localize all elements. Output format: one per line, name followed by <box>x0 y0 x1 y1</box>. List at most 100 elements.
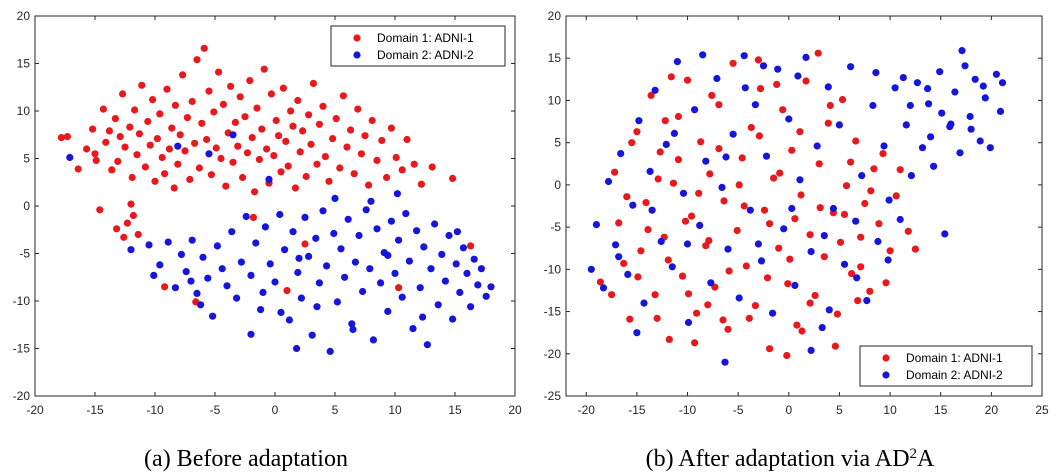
data-point <box>733 226 741 235</box>
data-point <box>477 265 485 273</box>
data-point <box>217 154 225 163</box>
series-2-points <box>587 47 1007 366</box>
data-point <box>333 298 341 306</box>
data-point <box>721 358 729 366</box>
data-point <box>326 347 334 355</box>
data-point <box>870 165 878 173</box>
data-point <box>383 173 391 182</box>
y-tick-label: 5 <box>23 152 30 166</box>
data-point <box>114 157 122 165</box>
data-point <box>947 120 955 128</box>
data-point <box>720 197 728 205</box>
data-point <box>354 105 362 113</box>
x-tick-label: 15 <box>934 403 948 417</box>
data-point <box>763 274 772 282</box>
data-point <box>725 267 733 275</box>
data-point <box>369 336 377 344</box>
data-point <box>373 225 381 233</box>
data-point <box>798 327 806 335</box>
data-point <box>875 220 883 228</box>
data-point <box>587 265 595 273</box>
data-point <box>704 301 712 309</box>
data-point <box>824 83 832 91</box>
data-point <box>247 271 255 279</box>
data-point <box>331 194 339 202</box>
data-point <box>193 56 201 64</box>
legend-label: Domain 1: ADNI-1 <box>906 351 1003 365</box>
data-point <box>229 158 237 166</box>
data-point <box>604 177 613 186</box>
data-point <box>131 106 139 114</box>
data-point <box>267 90 275 98</box>
data-point <box>836 238 845 246</box>
data-point <box>885 196 893 204</box>
data-point <box>204 274 212 282</box>
legend-box <box>330 25 506 67</box>
data-point <box>785 115 793 123</box>
data-point <box>996 107 1005 115</box>
data-point <box>796 128 804 136</box>
data-point <box>981 94 989 102</box>
data-point <box>858 172 866 180</box>
data-point <box>459 244 467 252</box>
legend-label: Domain 1: ADNI-1 <box>377 31 474 45</box>
data-point <box>628 139 636 147</box>
data-point <box>467 242 475 250</box>
data-point <box>289 228 297 236</box>
data-point <box>656 148 664 156</box>
data-point <box>879 150 887 158</box>
data-point <box>835 121 844 129</box>
data-point <box>679 189 688 197</box>
data-point <box>163 85 171 93</box>
data-point <box>156 110 164 118</box>
x-tick-label: -20 <box>578 403 596 417</box>
data-point <box>976 137 984 145</box>
data-point <box>642 199 650 207</box>
data-point <box>266 260 274 268</box>
data-point <box>756 85 765 93</box>
data-point <box>237 258 245 266</box>
data-point <box>766 345 774 353</box>
data-point <box>287 107 295 115</box>
y-tick-label: 0 <box>554 178 561 192</box>
data-point <box>133 151 141 159</box>
data-point <box>956 149 964 157</box>
data-point <box>661 117 669 125</box>
data-point <box>126 123 134 131</box>
data-point <box>182 268 190 276</box>
data-point <box>246 77 254 85</box>
data-point <box>336 164 344 172</box>
data-point <box>773 80 781 88</box>
data-point <box>653 314 661 322</box>
data-point <box>818 324 826 332</box>
data-point <box>391 269 399 277</box>
y-tick-label: -10 <box>13 294 31 308</box>
data-point <box>633 128 641 136</box>
data-point <box>924 85 932 93</box>
data-point <box>138 81 146 89</box>
data-point <box>724 245 732 253</box>
data-point <box>998 79 1007 87</box>
data-point <box>113 225 121 233</box>
x-tick-label: 20 <box>985 403 999 417</box>
data-point <box>257 306 265 314</box>
data-point <box>171 101 179 109</box>
data-point <box>108 166 116 174</box>
data-point <box>170 184 178 192</box>
data-point <box>233 294 241 302</box>
data-point <box>615 219 623 227</box>
data-point <box>99 105 107 113</box>
data-point <box>377 279 385 287</box>
data-point <box>241 113 249 121</box>
data-point <box>681 217 690 225</box>
data-point <box>341 273 349 281</box>
data-point <box>161 283 169 291</box>
data-point <box>482 292 490 300</box>
data-point <box>747 123 755 132</box>
data-point <box>820 253 828 261</box>
data-point <box>762 152 771 160</box>
data-point <box>403 135 411 144</box>
data-point <box>198 119 206 127</box>
data-point <box>308 331 316 339</box>
panel-caption: (a) Before adaptation <box>144 446 348 472</box>
